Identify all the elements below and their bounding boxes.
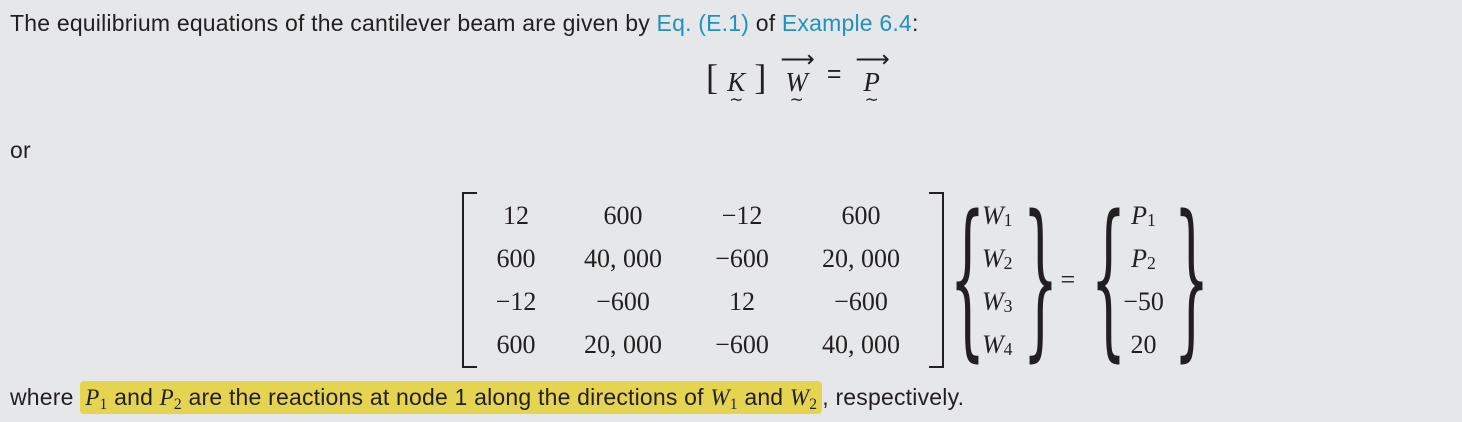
intro-text-after: : [911, 10, 919, 36]
footer-and2: and [737, 384, 790, 410]
matrix-equation: 12 600 −12 600 600 40, 000 −600 20, 000 … [462, 179, 1210, 378]
matrix-cell: 20, 000 [822, 243, 900, 273]
equals-sign: = [826, 60, 842, 88]
intro-paragraph: The equilibrium equations of the cantile… [10, 8, 919, 38]
footer-and1: and [107, 384, 160, 410]
matrix-equals-sign: = [1060, 265, 1076, 294]
matrix-cell: 600 [603, 200, 643, 230]
matrix-cell: −12 [721, 200, 763, 230]
footer-mid: are the reactions at node 1 along the di… [181, 384, 711, 410]
open-bracket: [ [706, 56, 718, 97]
w-vector-close-brace: } [1021, 179, 1059, 378]
w-letter: W [785, 67, 808, 97]
matrix-right-bracket [929, 192, 944, 368]
w-vector-symbol: ⟶ W ∼ [780, 46, 814, 109]
matrix-cell: 600 [496, 329, 536, 359]
matrix-cell: 12 [729, 286, 755, 316]
p-letter: P [863, 67, 880, 97]
p2-symbol: P [159, 385, 174, 410]
k-matrix-symbol: ⟶ K ∼ [720, 55, 752, 109]
symbolic-equation: [ ⟶ K ∼ ] ⟶ W ∼ = ⟶ P ∼ [706, 46, 890, 109]
p-vector-entry: 20 [1130, 329, 1157, 359]
matrix-cell: −600 [715, 243, 769, 273]
matrix-cell: −600 [834, 286, 888, 316]
p1-symbol: P [85, 385, 100, 410]
matrix-cell: 20, 000 [584, 329, 662, 359]
matrix-cell: −12 [495, 286, 537, 316]
p-vector-close-brace: } [1173, 179, 1210, 378]
p-vector-open-brace: { [1090, 179, 1127, 378]
close-bracket: ] [754, 56, 767, 97]
or-label: or [10, 137, 31, 163]
footer-paragraph: where P1 and P2 are the reactions at nod… [10, 381, 964, 414]
tilde-under-p-icon: ∼ [864, 90, 879, 109]
intro-text-before: The equilibrium equations of the cantile… [10, 10, 657, 36]
k-letter: K [727, 67, 746, 97]
arrow-over-p-icon: ⟶ [855, 46, 889, 73]
matrix-cell: −600 [596, 286, 650, 316]
matrix-cell: 40, 000 [822, 329, 900, 359]
w2-symbol: W [789, 385, 810, 410]
footer-lead: where [10, 384, 81, 410]
stiffness-matrix: 12 600 −12 600 600 40, 000 −600 20, 000 … [477, 194, 929, 366]
matrix-cell: −600 [715, 329, 769, 359]
matrix-cell: 600 [841, 200, 881, 230]
p-vector-symbol: ⟶ P ∼ [855, 46, 889, 109]
w1-symbol: W [710, 385, 730, 410]
arrow-over-w-icon: ⟶ [780, 46, 814, 73]
intro-text-mid: of [749, 10, 782, 36]
tilde-under-k-icon: ∼ [729, 90, 744, 109]
matrix-left-bracket [462, 192, 477, 368]
footer-tail: , respectively. [822, 384, 965, 410]
highlighted-phrase: P1 and P2 are the reactions at node 1 al… [80, 381, 823, 414]
tilde-under-w-icon: ∼ [789, 90, 804, 109]
matrix-cell: 600 [496, 243, 536, 273]
link-eq-e1[interactable]: Eq. (E.1) [656, 10, 750, 36]
matrix-cell: 40, 000 [584, 243, 662, 273]
p-vector-entry: −50 [1123, 286, 1164, 316]
matrix-cell: 12 [503, 200, 529, 230]
link-example-6-4[interactable]: Example 6.4 [781, 10, 912, 36]
w-vector-open-brace: { [949, 179, 986, 378]
